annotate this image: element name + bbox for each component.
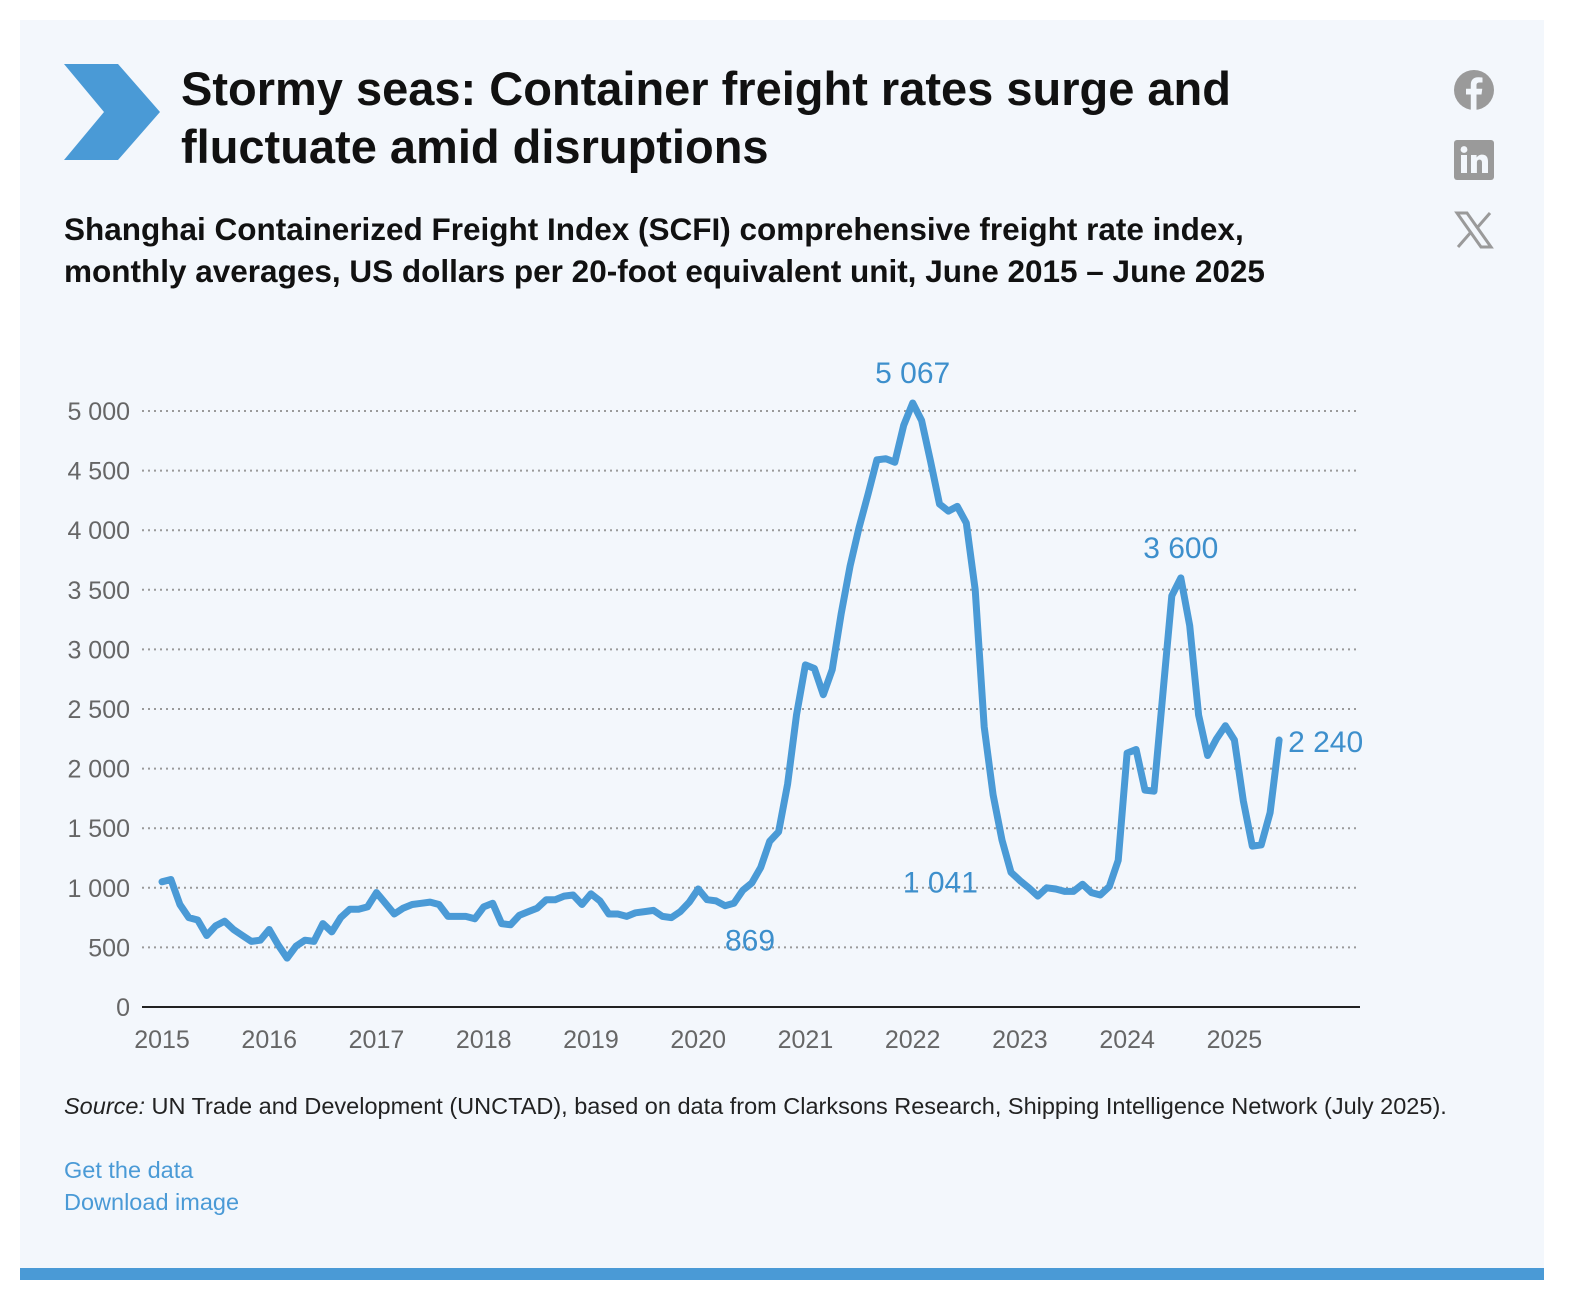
- gridlines: [142, 410, 1360, 949]
- chevron-logo-icon: [64, 64, 160, 160]
- data-label: 3 600: [1143, 532, 1218, 565]
- y-axis-tick-labels: 0 500 1 000 1 500 2 000 2 500 3 000 3 500 4 000 4…: [67, 398, 130, 1022]
- y-tick-label: 5 000: [67, 398, 130, 426]
- scfi-series-line: [158, 399, 1283, 962]
- y-tick-label: 2 000: [67, 756, 130, 784]
- x-tick-label: 2023: [992, 1026, 1048, 1054]
- get-the-data-link[interactable]: Get the data: [64, 1157, 194, 1183]
- x-tick-label: 2021: [778, 1026, 834, 1054]
- chart-title: Stormy seas: Container freight rates sur…: [181, 60, 1341, 176]
- x-icon[interactable]: [1453, 209, 1495, 251]
- download-image-link[interactable]: Download image: [64, 1189, 240, 1215]
- y-tick-label: 4 000: [67, 517, 130, 545]
- linkedin-icon[interactable]: [1453, 139, 1495, 181]
- chart-card: Stormy seas: Container freight rates sur…: [20, 20, 1544, 1280]
- chart-title-line-2: fluctuate amid disruptions: [181, 120, 769, 173]
- x-tick-label: 2025: [1207, 1026, 1263, 1054]
- chart-title-line-1: Stormy seas: Container freight rates sur…: [181, 62, 1231, 115]
- y-tick-label: 3 000: [67, 636, 130, 664]
- chart-subtitle-line-2: monthly averages, US dollars per 20-foot…: [64, 253, 1265, 289]
- y-tick-label: 1 000: [67, 875, 130, 903]
- y-tick-label: 0: [116, 994, 130, 1022]
- y-tick-label: 4 500: [67, 458, 130, 486]
- x-tick-label: 2017: [349, 1026, 405, 1054]
- line-chart: 0 500 1 000 1 500 2 000 2 500 3 000 3 500 4 000 4…: [67, 357, 1363, 1054]
- x-tick-label: 2022: [885, 1026, 941, 1054]
- source-text: UN Trade and Development (UNCTAD), based…: [145, 1093, 1447, 1119]
- data-label: 5 067: [875, 357, 950, 390]
- y-tick-label: 3 500: [67, 577, 130, 605]
- chart-subtitle: Shanghai Containerized Freight Index (SC…: [64, 208, 1424, 292]
- source-note: Source: UN Trade and Development (UNCTAD…: [64, 1090, 1504, 1122]
- data-labels: 5 067 3 600 2 240 1 041 869: [725, 357, 1363, 958]
- x-tick-label: 2015: [134, 1026, 190, 1054]
- facebook-icon[interactable]: [1453, 69, 1495, 111]
- data-label: 2 240: [1288, 726, 1363, 759]
- source-label: Source:: [64, 1093, 145, 1119]
- x-axis-tick-labels: 2015 2016 2017 2018 2019 2020 2021 2022 2023 2024…: [134, 1026, 1262, 1054]
- y-tick-label: 2 500: [67, 696, 130, 724]
- x-tick-label: 2024: [1099, 1026, 1155, 1054]
- y-tick-label: 1 500: [67, 815, 130, 843]
- x-tick-label: 2018: [456, 1026, 512, 1054]
- x-tick-label: 2016: [241, 1026, 297, 1054]
- data-label: 1 041: [903, 867, 978, 900]
- x-tick-label: 2020: [670, 1026, 726, 1054]
- x-tick-label: 2019: [563, 1026, 619, 1054]
- accent-bottom-bar: [20, 1268, 1544, 1280]
- chart-subtitle-line-1: Shanghai Containerized Freight Index (SC…: [64, 211, 1244, 247]
- data-label: 869: [725, 925, 775, 958]
- y-tick-label: 500: [88, 934, 130, 962]
